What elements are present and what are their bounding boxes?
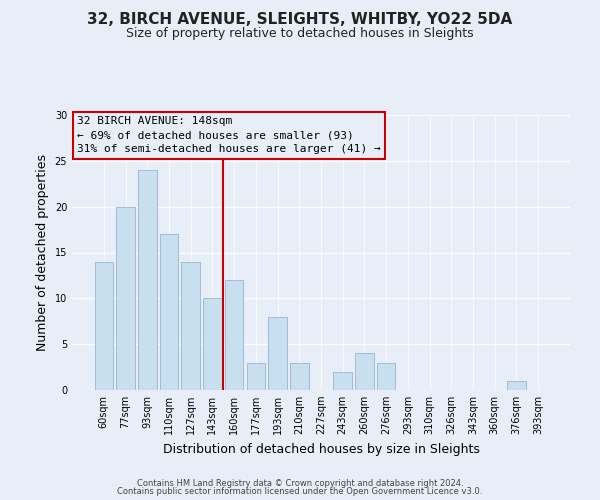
Bar	[225, 280, 244, 390]
Bar	[138, 170, 157, 390]
Text: Contains HM Land Registry data © Crown copyright and database right 2024.: Contains HM Land Registry data © Crown c…	[137, 478, 463, 488]
Bar	[507, 381, 526, 390]
Text: 32 BIRCH AVENUE: 148sqm
← 69% of detached houses are smaller (93)
31% of semi-de: 32 BIRCH AVENUE: 148sqm ← 69% of detache…	[77, 116, 381, 154]
Bar	[116, 206, 135, 390]
Bar	[268, 316, 287, 390]
Bar	[203, 298, 221, 390]
Bar	[181, 262, 200, 390]
Text: Size of property relative to detached houses in Sleights: Size of property relative to detached ho…	[126, 28, 474, 40]
X-axis label: Distribution of detached houses by size in Sleights: Distribution of detached houses by size …	[163, 442, 479, 456]
Bar	[160, 234, 178, 390]
Bar	[290, 362, 308, 390]
Text: 32, BIRCH AVENUE, SLEIGHTS, WHITBY, YO22 5DA: 32, BIRCH AVENUE, SLEIGHTS, WHITBY, YO22…	[88, 12, 512, 28]
Bar	[247, 362, 265, 390]
Bar	[355, 354, 374, 390]
Text: Contains public sector information licensed under the Open Government Licence v3: Contains public sector information licen…	[118, 487, 482, 496]
Bar	[377, 362, 395, 390]
Bar	[95, 262, 113, 390]
Bar	[334, 372, 352, 390]
Y-axis label: Number of detached properties: Number of detached properties	[36, 154, 49, 351]
